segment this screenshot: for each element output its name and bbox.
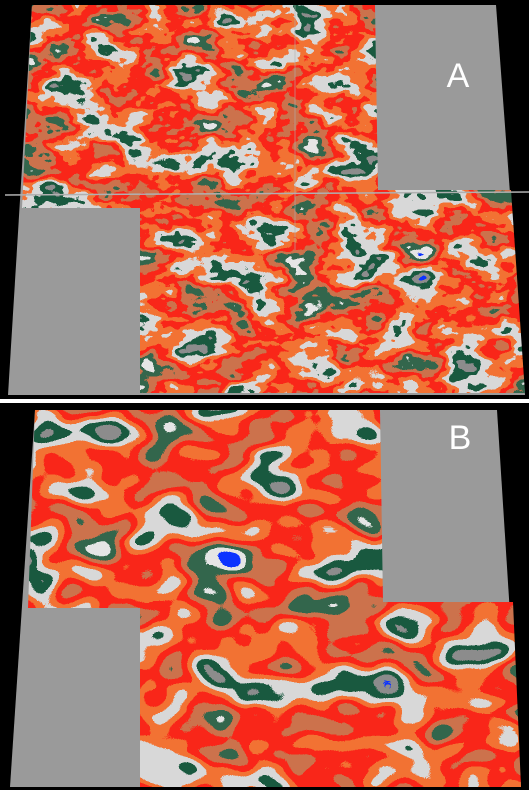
panel-b: B: [0, 403, 529, 790]
panel-label: B: [449, 419, 472, 457]
section-line: [4, 191, 529, 196]
panel-a: A: [0, 0, 529, 399]
panel-label: A: [447, 57, 470, 95]
